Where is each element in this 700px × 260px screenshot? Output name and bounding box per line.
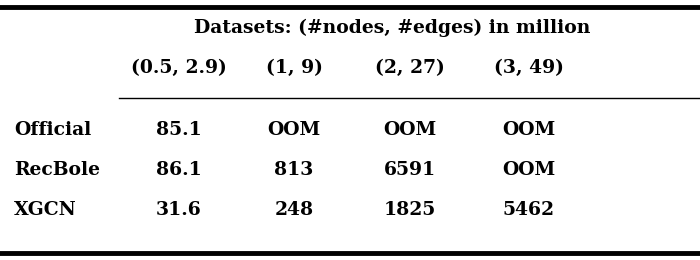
Text: 1825: 1825: [384, 201, 435, 219]
Text: OOM: OOM: [502, 161, 555, 179]
Text: 813: 813: [274, 161, 314, 179]
Text: XGCN: XGCN: [14, 201, 77, 219]
Text: 86.1: 86.1: [155, 161, 202, 179]
Text: (1, 9): (1, 9): [265, 59, 323, 77]
Text: 5462: 5462: [503, 201, 554, 219]
Text: 31.6: 31.6: [155, 201, 202, 219]
Text: RecBole: RecBole: [14, 161, 100, 179]
Text: Datasets: (#nodes, #edges) in million: Datasets: (#nodes, #edges) in million: [194, 19, 590, 37]
Text: Official: Official: [14, 121, 91, 139]
Text: (3, 49): (3, 49): [494, 59, 564, 77]
Text: OOM: OOM: [502, 121, 555, 139]
Text: OOM: OOM: [267, 121, 321, 139]
Text: 248: 248: [274, 201, 314, 219]
Text: (0.5, 2.9): (0.5, 2.9): [131, 59, 226, 77]
Text: OOM: OOM: [383, 121, 436, 139]
Text: 85.1: 85.1: [155, 121, 202, 139]
Text: 6591: 6591: [384, 161, 435, 179]
Text: (2, 27): (2, 27): [374, 59, 444, 77]
